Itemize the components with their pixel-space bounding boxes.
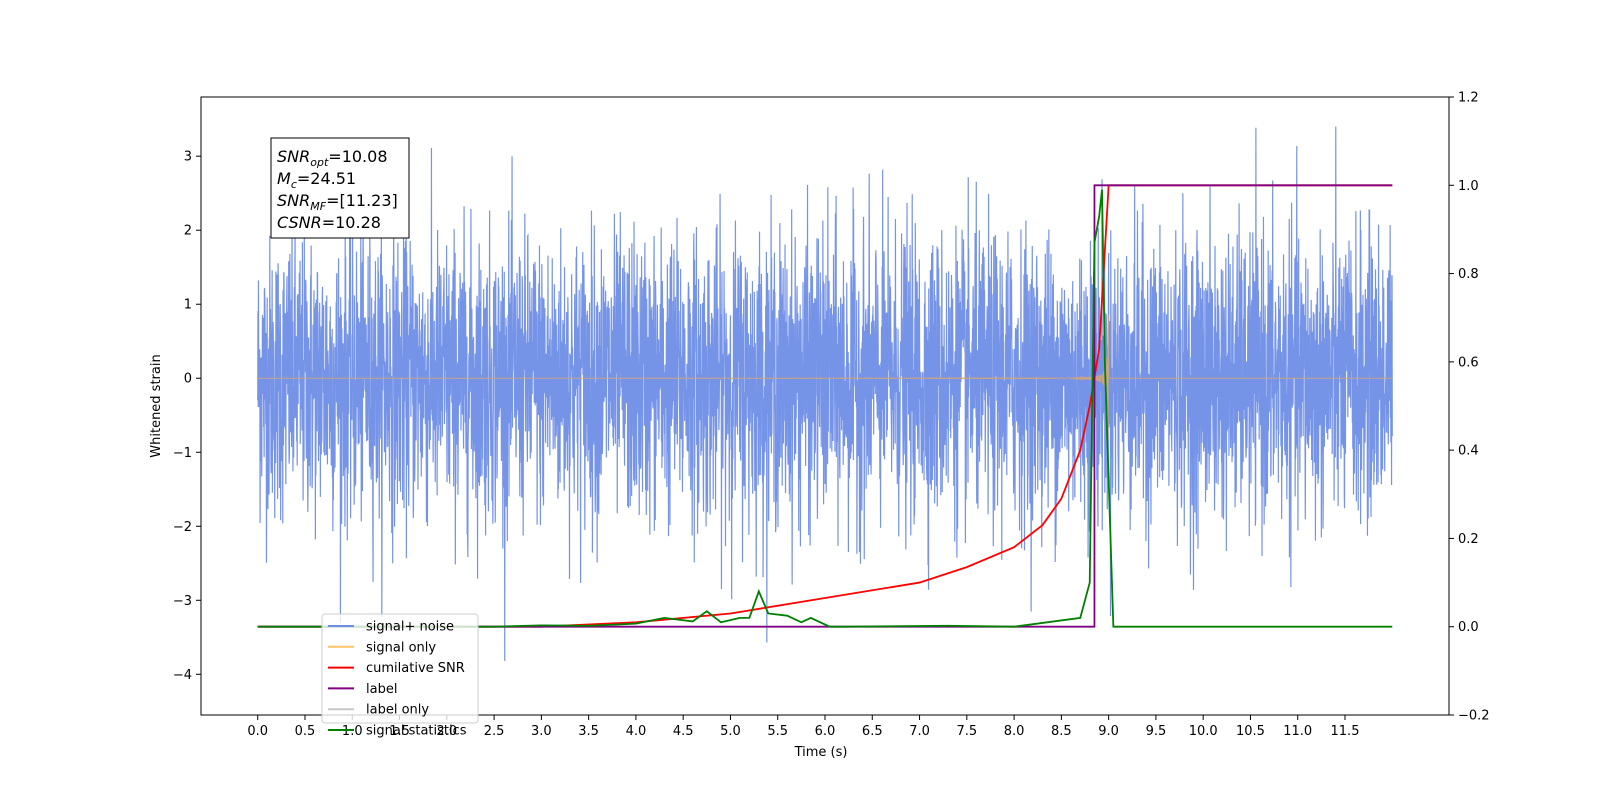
y-left-tick-label: 0	[184, 372, 192, 387]
y-right-tick-label: 1.2	[1458, 91, 1479, 106]
x-tick-label: 11.5	[1331, 724, 1360, 739]
annotation-line: CSNR=10.28	[277, 213, 381, 232]
legend-label: label only	[366, 703, 429, 718]
x-tick-label: 1.0	[342, 724, 363, 739]
x-tick-label: 5.5	[767, 724, 788, 739]
x-tick-label: 7.5	[956, 724, 977, 739]
x-tick-label: 4.5	[673, 724, 694, 739]
series-signal-statistics	[257, 189, 1393, 628]
annotation-line: Mc=24.51	[277, 169, 356, 191]
x-tick-label: 7.0	[909, 724, 930, 739]
y-left-tick-label: 3	[184, 150, 192, 165]
x-tick-label: 6.5	[862, 724, 883, 739]
x-tick-label: 0.0	[247, 724, 268, 739]
legend-label: signal only	[366, 640, 436, 655]
x-tick-label: 6.0	[815, 724, 836, 739]
y-left-tick-label: 2	[184, 224, 192, 239]
x-tick-label: 4.0	[626, 724, 647, 739]
legend-label: signal+ noise	[366, 620, 454, 635]
legend-label: cumilative SNR	[366, 661, 465, 676]
x-tick-label: 3.5	[578, 724, 599, 739]
y-axis-left: 3 2 1 0 −1 −2 −3 −4	[173, 150, 201, 683]
annotation-line: SNRopt=10.08	[277, 147, 388, 169]
y-right-tick-label: 1.0	[1458, 179, 1479, 194]
annotation-frame	[270, 137, 410, 239]
x-tick-label: 10.5	[1236, 724, 1265, 739]
y-right-tick-label: 0.8	[1458, 267, 1479, 282]
y-left-tick-label: −4	[173, 668, 192, 683]
y-axis-right: 1.2 1.0 0.8 0.6 0.4 0.2 0.0 −0.2	[1449, 91, 1490, 724]
x-tick-label: 2.5	[484, 724, 505, 739]
series-layer	[257, 126, 1393, 662]
y-right-tick-label: −0.2	[1458, 709, 1490, 724]
y-left-tick-label: −1	[173, 446, 192, 461]
y-right-tick-label: 0.4	[1458, 444, 1479, 459]
x-tick-label: 9.0	[1098, 724, 1119, 739]
x-tick-label: 2.0	[436, 724, 457, 739]
legend-label: label	[366, 682, 397, 697]
x-tick-label: 10.0	[1189, 724, 1218, 739]
annotation-box: SNRopt=10.08Mc=24.51SNRMF=[11.23]CSNR=10…	[270, 137, 410, 239]
x-axis: 0.0 0.5 1.0 1.5 2.0 2.5 3.0 3.5 4.0 4.5 5.0 5.5 6.0 6…	[247, 715, 1359, 739]
x-tick-label: 3.0	[531, 724, 552, 739]
x-tick-label: 5.0	[720, 724, 741, 739]
series-cumilative-snr	[257, 184, 1393, 628]
x-tick-label: 9.5	[1146, 724, 1167, 739]
x-tick-label: 8.0	[1004, 724, 1025, 739]
y-left-tick-label: 1	[184, 298, 192, 313]
y-left-tick-label: −3	[173, 594, 192, 609]
y-left-tick-label: −2	[173, 520, 192, 535]
x-tick-label: 8.5	[1051, 724, 1072, 739]
series-signal-only	[257, 314, 1393, 442]
y-right-tick-label: 0.0	[1458, 620, 1479, 635]
y-right-tick-label: 0.6	[1458, 355, 1479, 370]
series-label	[257, 184, 1393, 628]
y-axis-label: Whitened strain	[149, 354, 164, 457]
legend: signal+ noise signal only cumilative SNR la…	[321, 613, 479, 739]
x-tick-label: 1.5	[389, 724, 410, 739]
x-axis-label: Time (s)	[794, 745, 848, 760]
legend-label: signal statistics	[366, 724, 467, 739]
x-tick-label: 0.5	[295, 724, 316, 739]
x-tick-label: 11.0	[1283, 724, 1312, 739]
legend-frame	[321, 613, 479, 724]
annotation-line: SNRMF=[11.23]	[277, 191, 398, 213]
y-right-tick-label: 0.2	[1458, 532, 1479, 547]
series-signal-noise	[257, 126, 1393, 662]
